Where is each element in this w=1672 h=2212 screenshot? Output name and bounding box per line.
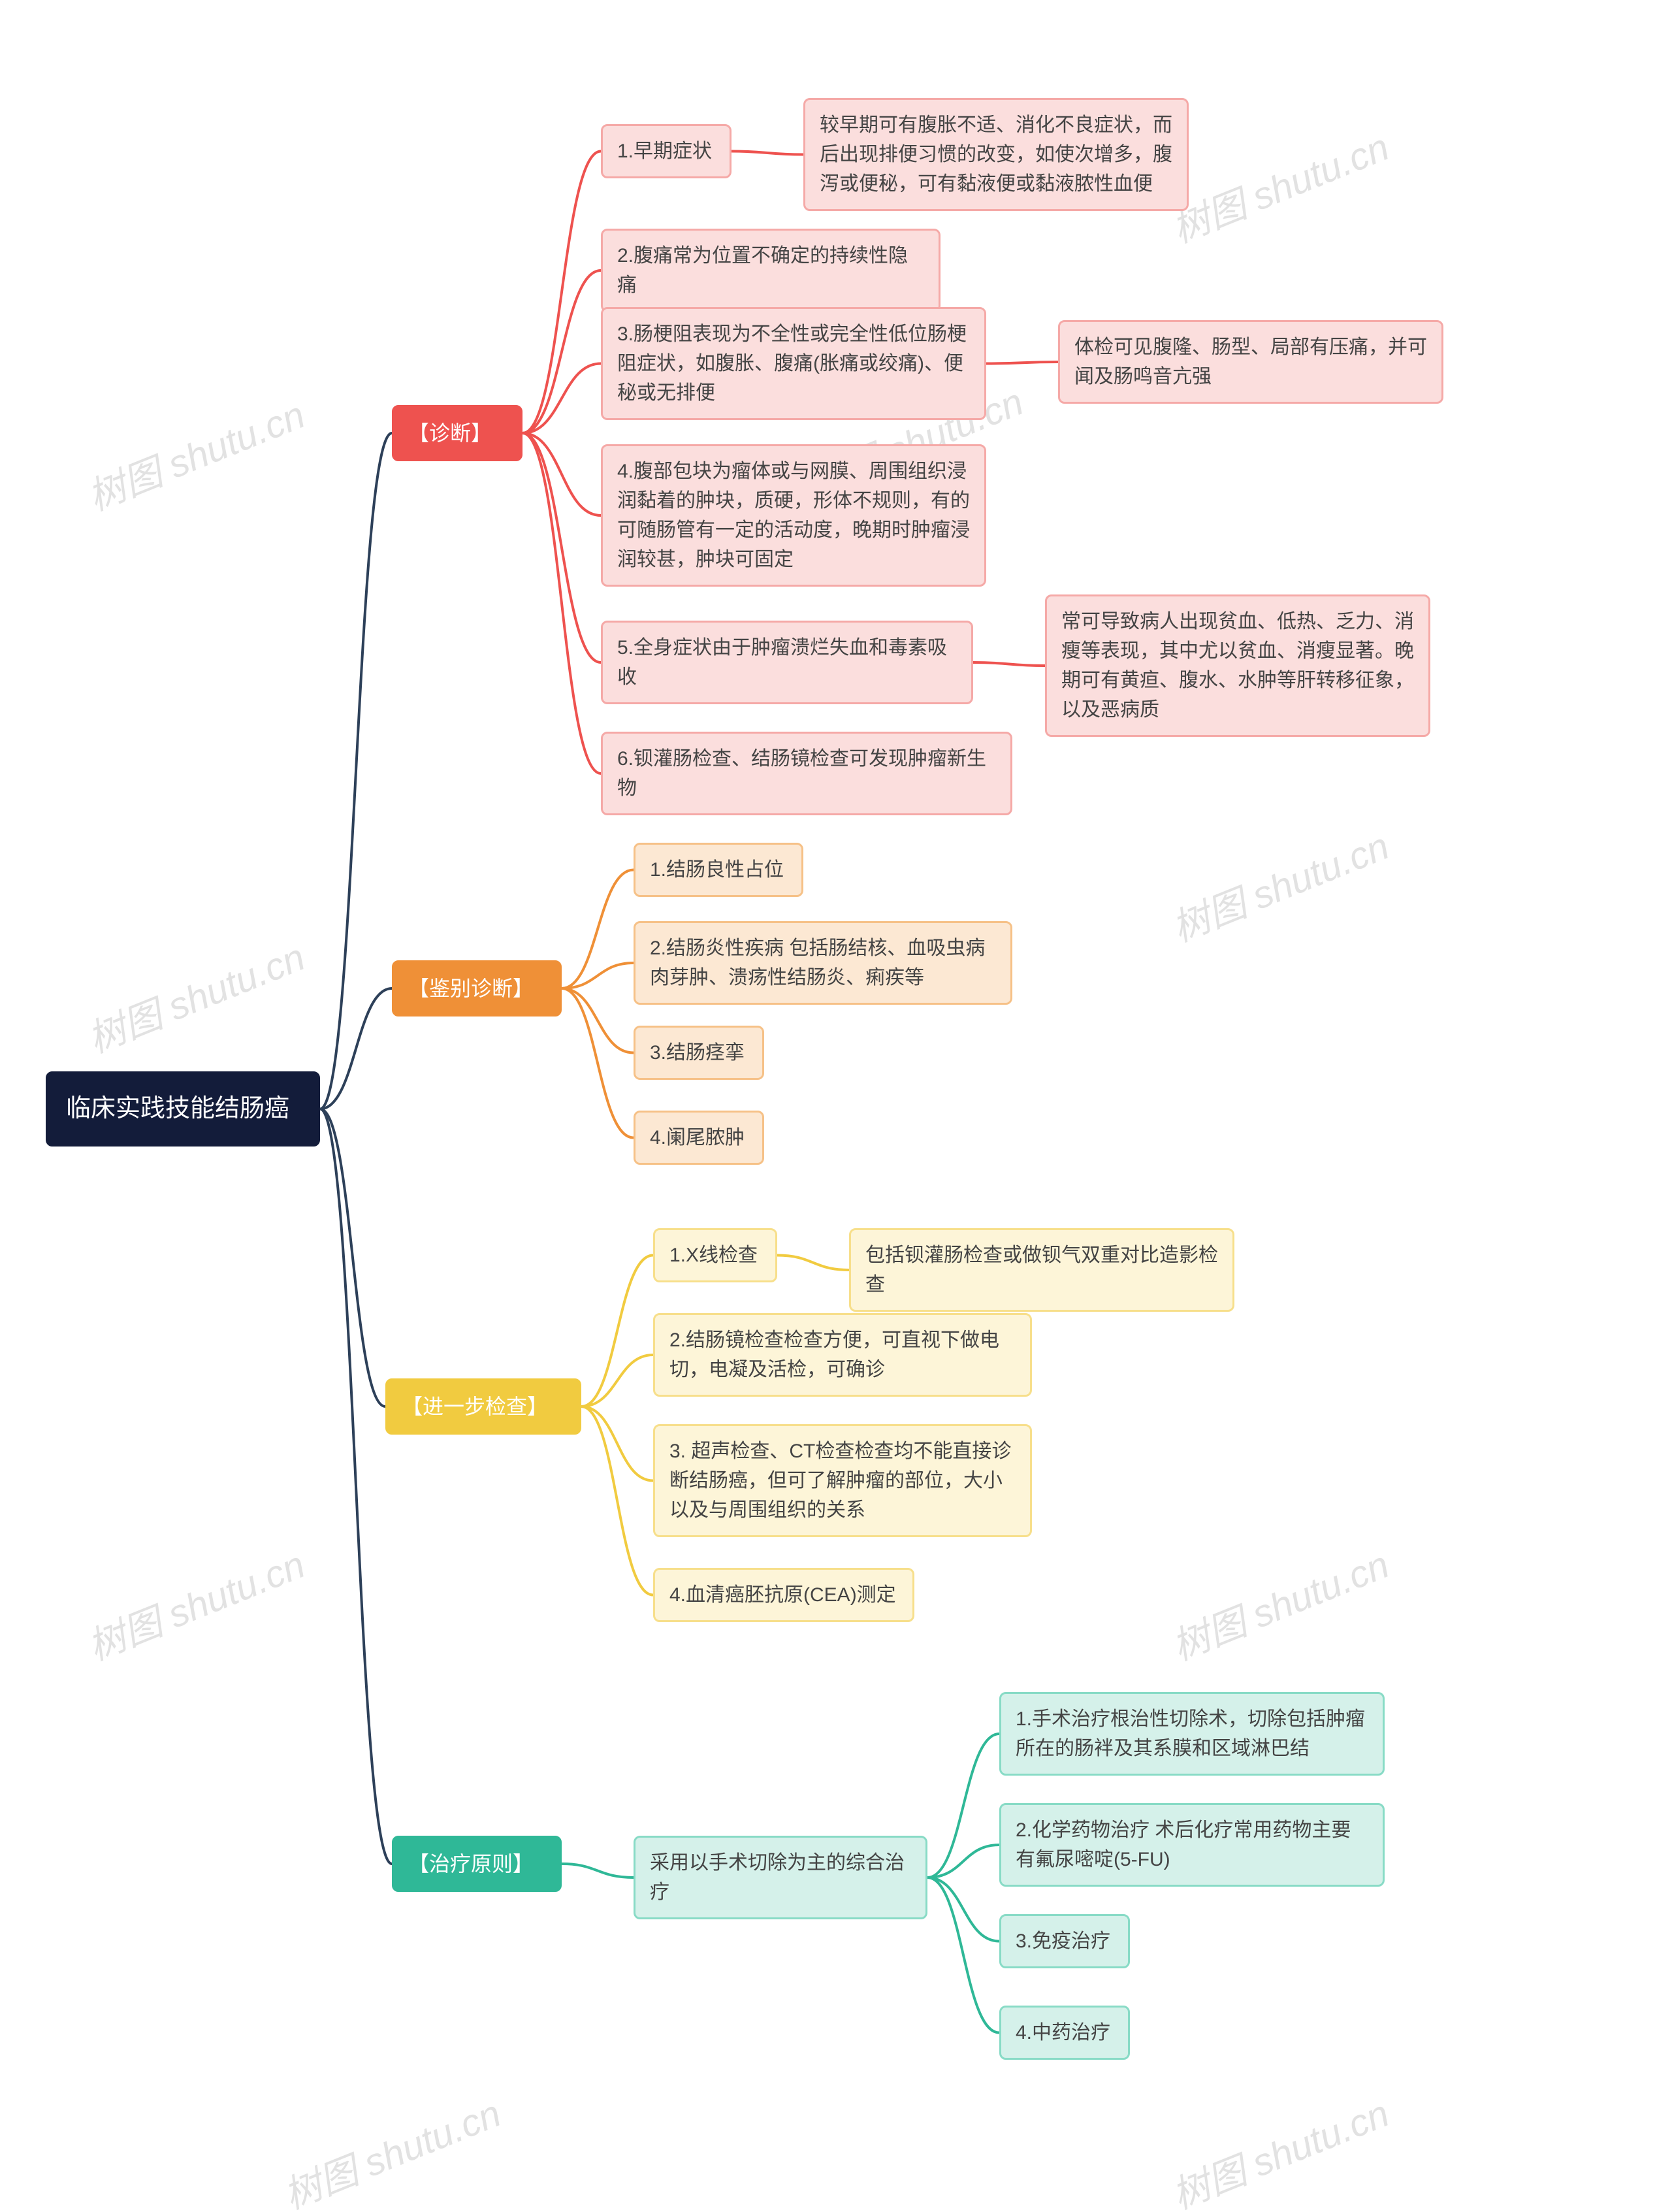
edge: [732, 152, 803, 155]
leaf-node: 1.X线检查: [653, 1228, 777, 1282]
edge: [320, 1109, 385, 1407]
edge: [522, 433, 601, 662]
edge: [562, 963, 634, 988]
edge: [562, 870, 634, 989]
edge: [927, 1845, 999, 1878]
leaf-node: 4.腹部包块为瘤体或与网膜、周围组织浸润黏着的肿块，质硬，形体不规则，有的可随肠…: [601, 444, 986, 587]
watermark: 树图 shutu.cn: [78, 926, 312, 1064]
leaf-node: 采用以手术切除为主的综合治疗: [634, 1836, 927, 1919]
edge: [522, 433, 601, 515]
leaf-node: 3.结肠痉挛: [634, 1026, 764, 1080]
edge: [777, 1256, 849, 1271]
branch-node: 【鉴别诊断】: [392, 960, 562, 1017]
edge: [522, 364, 601, 434]
branch-node: 【进一步检查】: [385, 1378, 581, 1435]
branch-node: 【治疗原则】: [392, 1836, 562, 1892]
leaf-node: 4.中药治疗: [999, 2006, 1130, 2060]
edge: [581, 1256, 653, 1407]
edge: [581, 1407, 653, 1481]
watermark: 树图 shutu.cn: [78, 384, 312, 521]
branch-node: 【诊断】: [392, 405, 522, 461]
edge: [927, 1878, 999, 2033]
watermark: 树图 shutu.cn: [1163, 1534, 1396, 1671]
leaf-node: 5.全身症状由于肿瘤溃烂失血和毒素吸收: [601, 621, 973, 704]
leaf-node: 体检可见腹隆、肠型、局部有压痛，并可闻及肠鸣音亢强: [1058, 320, 1443, 404]
mindmap-stage: 树图 shutu.cn 树图 shutu.cn 树图 shutu.cn 树图 shut…: [0, 0, 1672, 2212]
edge: [522, 433, 601, 773]
leaf-node: 4.血清癌胚抗原(CEA)测定: [653, 1568, 914, 1622]
root-node: 临床实践技能结肠癌: [46, 1071, 320, 1147]
leaf-node: 2.化学药物治疗 术后化疗常用药物主要有氟尿嘧啶(5-FU): [999, 1803, 1385, 1887]
edge: [562, 988, 634, 1053]
edge: [927, 1878, 999, 1942]
leaf-node: 1.早期症状: [601, 124, 732, 178]
edge: [927, 1734, 999, 1878]
watermark: 树图 shutu.cn: [78, 1534, 312, 1671]
leaf-node: 包括钡灌肠检查或做钡气双重对比造影检查: [849, 1228, 1234, 1312]
leaf-node: 常可导致病人出现贫血、低热、乏力、消瘦等表现，其中尤以贫血、消瘦显著。晚期可有黄…: [1045, 594, 1430, 737]
edge: [986, 362, 1058, 364]
edge: [581, 1407, 653, 1595]
edge: [973, 662, 1045, 666]
leaf-node: 6.钡灌肠检查、结肠镜检查可发现肿瘤新生物: [601, 732, 1012, 815]
edge: [320, 1109, 392, 1864]
watermark: 树图 shutu.cn: [1163, 2083, 1396, 2212]
leaf-node: 1.结肠良性占位: [634, 843, 803, 897]
leaf-node: 3.肠梗阻表现为不全性或完全性低位肠梗阻症状，如腹胀、腹痛(胀痛或绞痛)、便秘或…: [601, 307, 986, 420]
edge: [562, 1864, 634, 1878]
leaf-node: 3. 超声检查、CT检查检查均不能直接诊断结肠癌，但可了解肿瘤的部位，大小以及与…: [653, 1424, 1032, 1537]
watermark: 树图 shutu.cn: [274, 2083, 507, 2212]
leaf-node: 2.结肠炎性疾病 包括肠结核、血吸虫病肉芽肿、溃疡性结肠炎、痢疾等: [634, 921, 1012, 1005]
leaf-node: 较早期可有腹胀不适、消化不良症状，而后出现排便习惯的改变，如使次增多，腹泻或便秘…: [803, 98, 1189, 211]
edge: [522, 152, 601, 434]
edge: [522, 270, 601, 433]
leaf-node: 4.阑尾脓肿: [634, 1111, 764, 1165]
leaf-node: 1.手术治疗根治性切除术，切除包括肿瘤所在的肠袢及其系膜和区域淋巴结: [999, 1692, 1385, 1776]
edge: [581, 1355, 653, 1407]
watermark: 树图 shutu.cn: [1163, 116, 1396, 253]
leaf-node: 3.免疫治疗: [999, 1914, 1130, 1968]
edge: [562, 988, 634, 1138]
watermark: 树图 shutu.cn: [1163, 815, 1396, 952]
edge: [320, 988, 392, 1109]
leaf-node: 2.结肠镜检查检查方便，可直视下做电切，电凝及活检，可确诊: [653, 1313, 1032, 1397]
leaf-node: 2.腹痛常为位置不确定的持续性隐痛: [601, 229, 940, 312]
edge: [320, 433, 392, 1109]
